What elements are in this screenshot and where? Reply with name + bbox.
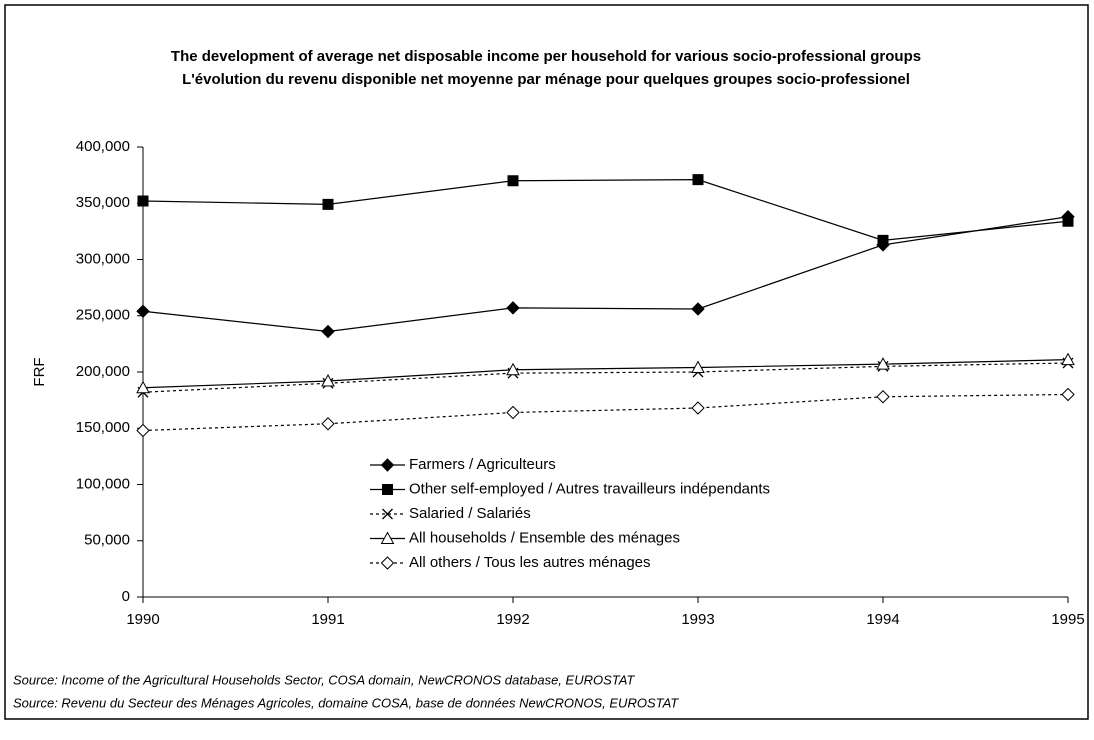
marker	[506, 405, 520, 420]
marker	[876, 357, 890, 370]
marker	[691, 302, 705, 316]
x-tick-label: 1995	[1051, 611, 1084, 628]
marker	[877, 234, 889, 246]
x-tick-label: 1990	[126, 611, 159, 628]
marker	[136, 380, 150, 394]
x-tick-label: 1994	[866, 611, 899, 628]
legend-marker	[382, 508, 393, 520]
series-line	[142, 393, 1069, 432]
marker	[137, 195, 149, 207]
marker	[506, 362, 520, 376]
legend-label: Other self-employed / Autres travailleur…	[409, 480, 770, 497]
legend-marker	[382, 484, 393, 495]
marker	[876, 390, 890, 404]
x-tick-label: 1993	[681, 611, 714, 628]
marker	[691, 360, 705, 373]
marker	[692, 174, 704, 186]
y-tick-label: 0	[122, 588, 130, 605]
marker	[1062, 215, 1074, 227]
legend-label: All households / Ensemble des ménages	[409, 529, 680, 546]
y-tick-label: 200,000	[76, 363, 130, 380]
chart-subtitle: L'évolution du revenu disponible net moy…	[182, 71, 910, 88]
y-tick-label: 100,000	[76, 475, 130, 492]
legend-marker	[380, 458, 395, 472]
legend-marker	[380, 531, 395, 544]
marker	[506, 301, 520, 315]
chart-frame	[4, 4, 1089, 720]
marker	[321, 373, 335, 387]
y-axis-label: FRF	[31, 357, 48, 386]
legend-label: Salaried / Salariés	[409, 505, 531, 522]
source-line: Source: Income of the Agricultural House…	[13, 672, 635, 687]
marker	[1061, 387, 1075, 402]
marker	[1061, 352, 1075, 366]
marker	[321, 324, 335, 339]
marker	[136, 423, 150, 438]
series-line	[142, 359, 1069, 389]
y-tick-label: 350,000	[76, 194, 130, 211]
marker	[691, 401, 705, 415]
y-tick-label: 150,000	[76, 419, 130, 436]
marker	[322, 198, 334, 210]
chart-title: The development of average net disposabl…	[171, 48, 921, 65]
x-tick-label: 1991	[311, 611, 344, 628]
x-tick-label: 1992	[496, 611, 529, 628]
y-tick-label: 50,000	[84, 532, 130, 549]
series-line	[142, 362, 1069, 393]
legend-label: Farmers / Agriculteurs	[409, 456, 556, 473]
series-line	[142, 179, 1069, 241]
y-tick-label: 400,000	[76, 138, 130, 155]
y-tick-label: 250,000	[76, 307, 130, 324]
legend-label: All others / Tous les autres ménages	[409, 554, 651, 571]
source-line: Source: Revenu du Secteur des Ménages Ag…	[13, 695, 679, 710]
marker	[507, 175, 519, 187]
legend-marker	[380, 556, 395, 570]
marker	[321, 417, 335, 431]
y-tick-label: 300,000	[76, 250, 130, 267]
series-line	[142, 216, 1069, 333]
marker	[136, 304, 150, 318]
